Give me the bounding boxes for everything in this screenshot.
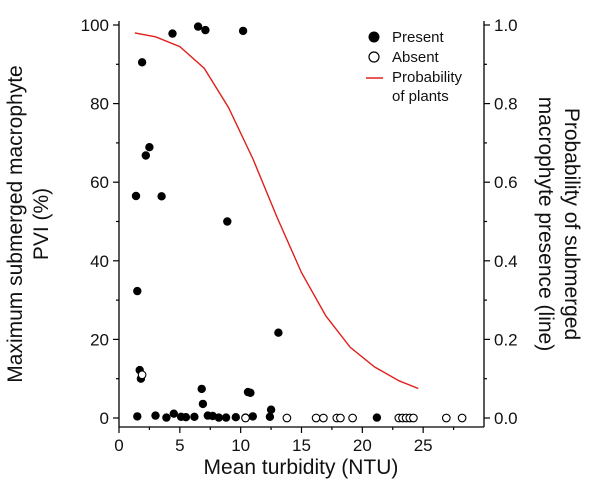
x-axis-title: Mean turbidity (NTU): [204, 456, 399, 479]
present-point: [201, 25, 210, 35]
left-y-tick-label: 20: [90, 330, 109, 349]
right-axis-title-line-2: macrophyte presence (line): [534, 97, 557, 351]
present-point: [168, 29, 177, 38]
left-axis-title-line-1: Maximum submerged macrophyte: [4, 65, 27, 382]
absent-point: [282, 413, 292, 423]
left-axis-title-line-2: PVI (%): [30, 188, 53, 260]
legend-curve-label-line-1: Probability: [392, 69, 463, 86]
legend: Present Absent Probability of plants: [366, 29, 463, 105]
absent-point: [441, 413, 451, 423]
left-y-tick-label: 40: [90, 252, 109, 271]
right-y-tick-label: 1.0: [494, 16, 518, 35]
present-point: [133, 412, 142, 421]
x-tick-label: 10: [231, 436, 250, 455]
absent-point: [336, 413, 345, 423]
present-point: [197, 384, 206, 394]
present-point: [223, 217, 232, 226]
absent-point: [311, 413, 321, 423]
present-point: [248, 412, 257, 421]
right-axis-title: Probability of submerged macrophyte pres…: [534, 97, 583, 351]
absent-point: [137, 370, 147, 380]
x-tick-label: 15: [292, 436, 311, 455]
absent-point: [348, 413, 357, 423]
right-y-tick-label: 0.8: [494, 95, 518, 114]
x-tick-label: 5: [175, 436, 184, 455]
present-point: [221, 413, 231, 422]
present-point: [238, 26, 248, 36]
right-y-tick-label: 0.2: [494, 330, 518, 349]
present-point: [181, 413, 191, 422]
legend-absent-label: Absent: [392, 49, 440, 66]
absent-point: [319, 413, 328, 423]
present-point: [141, 151, 150, 160]
probability-curve: [134, 32, 419, 390]
present-point: [145, 142, 154, 152]
left-y-tick-label: 80: [90, 95, 109, 114]
present-point: [169, 409, 178, 418]
present-point: [246, 388, 255, 397]
ticks: 0 5 10 15 20 25 0 20 40 60 80 100 0.0 0.2 0.4 0.6 0.8 1.0: [81, 16, 518, 455]
legend-absent-marker: [368, 51, 380, 63]
present-point: [157, 192, 166, 201]
absent-point: [409, 413, 418, 423]
present-point: [137, 58, 147, 67]
legend-curve-label-line-2: of plants: [392, 88, 449, 105]
present-point: [198, 399, 208, 409]
present-point: [133, 286, 142, 296]
right-y-tick-label: 0.4: [494, 252, 518, 271]
present-point: [131, 191, 141, 201]
present-point: [193, 22, 203, 31]
present-point: [274, 328, 283, 337]
present-point: [372, 413, 382, 422]
present-point: [190, 412, 199, 421]
x-tick-label: 20: [353, 436, 372, 455]
points-layer: [131, 22, 467, 423]
present-point: [214, 413, 223, 422]
left-y-tick-label: 60: [90, 173, 109, 192]
legend-present-label: Present: [392, 29, 445, 46]
present-point: [266, 405, 276, 414]
present-point: [265, 412, 275, 421]
left-axis-title: Maximum submerged macrophyte PVI (%): [4, 65, 53, 382]
probability-curve-layer: [134, 32, 419, 390]
present-point: [151, 411, 160, 420]
present-point: [162, 413, 171, 422]
absent-point: [457, 413, 467, 423]
x-tick-label: 25: [414, 436, 433, 455]
left-y-tick-label: 100: [81, 16, 109, 35]
absent-point: [241, 413, 250, 423]
x-tick-label: 0: [114, 436, 123, 455]
left-y-tick-label: 0: [100, 409, 109, 428]
right-y-tick-label: 0.0: [494, 409, 518, 428]
right-axis-title-line-1: Probability of submerged: [560, 108, 583, 340]
legend-present-marker: [368, 31, 380, 43]
right-y-tick-label: 0.6: [494, 173, 518, 192]
present-point: [231, 413, 240, 422]
